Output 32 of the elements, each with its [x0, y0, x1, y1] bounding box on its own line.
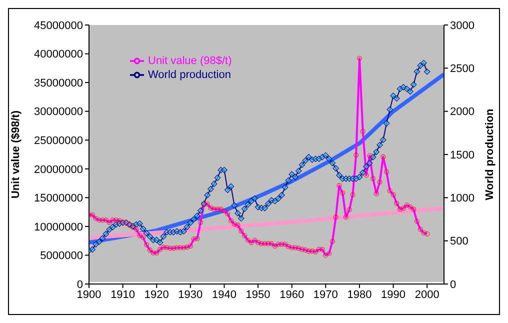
y2-tick-label: 1000: [450, 192, 474, 205]
y2-tick-label: 500: [450, 236, 468, 248]
y-tick-label: 35000000: [34, 77, 83, 90]
y-tick-label: 10000000: [34, 221, 83, 234]
x-tick-label: 1930: [178, 288, 203, 301]
y-tick-label: 5000000: [40, 250, 83, 262]
legend-label: Unit value (98$/t): [148, 54, 232, 67]
x-tick-label: 1940: [212, 288, 236, 301]
y-tick-label: 40000000: [34, 48, 83, 61]
y-tick-label: 0: [76, 278, 83, 291]
y2-tick-label: 3000: [450, 20, 474, 32]
x-tick-label: 1910: [110, 288, 136, 301]
y2-tick-label: 0: [450, 278, 456, 291]
x-tick-label: 1920: [144, 288, 169, 301]
legend-label: World production: [148, 68, 231, 81]
y-tick-label: 30000000: [34, 106, 83, 118]
y-axis-title: Unit value ($98/t): [10, 110, 22, 199]
x-tick-label: 1900: [76, 288, 102, 301]
y2-tick-label: 1500: [450, 149, 474, 162]
y-tick-label: 15000000: [34, 192, 83, 205]
y-tick-label: 25000000: [34, 135, 83, 148]
y2-tick-label: 2000: [450, 106, 474, 118]
x-tick-label: 1950: [246, 288, 270, 301]
y-tick-label: 20000000: [34, 164, 83, 176]
x-tick-label: 1960: [280, 288, 304, 301]
y-tick-label: 45000000: [34, 20, 83, 32]
x-tick-label: 1970: [313, 288, 338, 301]
x-tick-label: 1980: [347, 288, 372, 301]
y2-tick-label: 2500: [450, 63, 474, 76]
x-tick-label: 1990: [381, 288, 406, 301]
x-tick-label: 2000: [414, 288, 440, 301]
y2-axis-title: World production: [484, 108, 496, 200]
